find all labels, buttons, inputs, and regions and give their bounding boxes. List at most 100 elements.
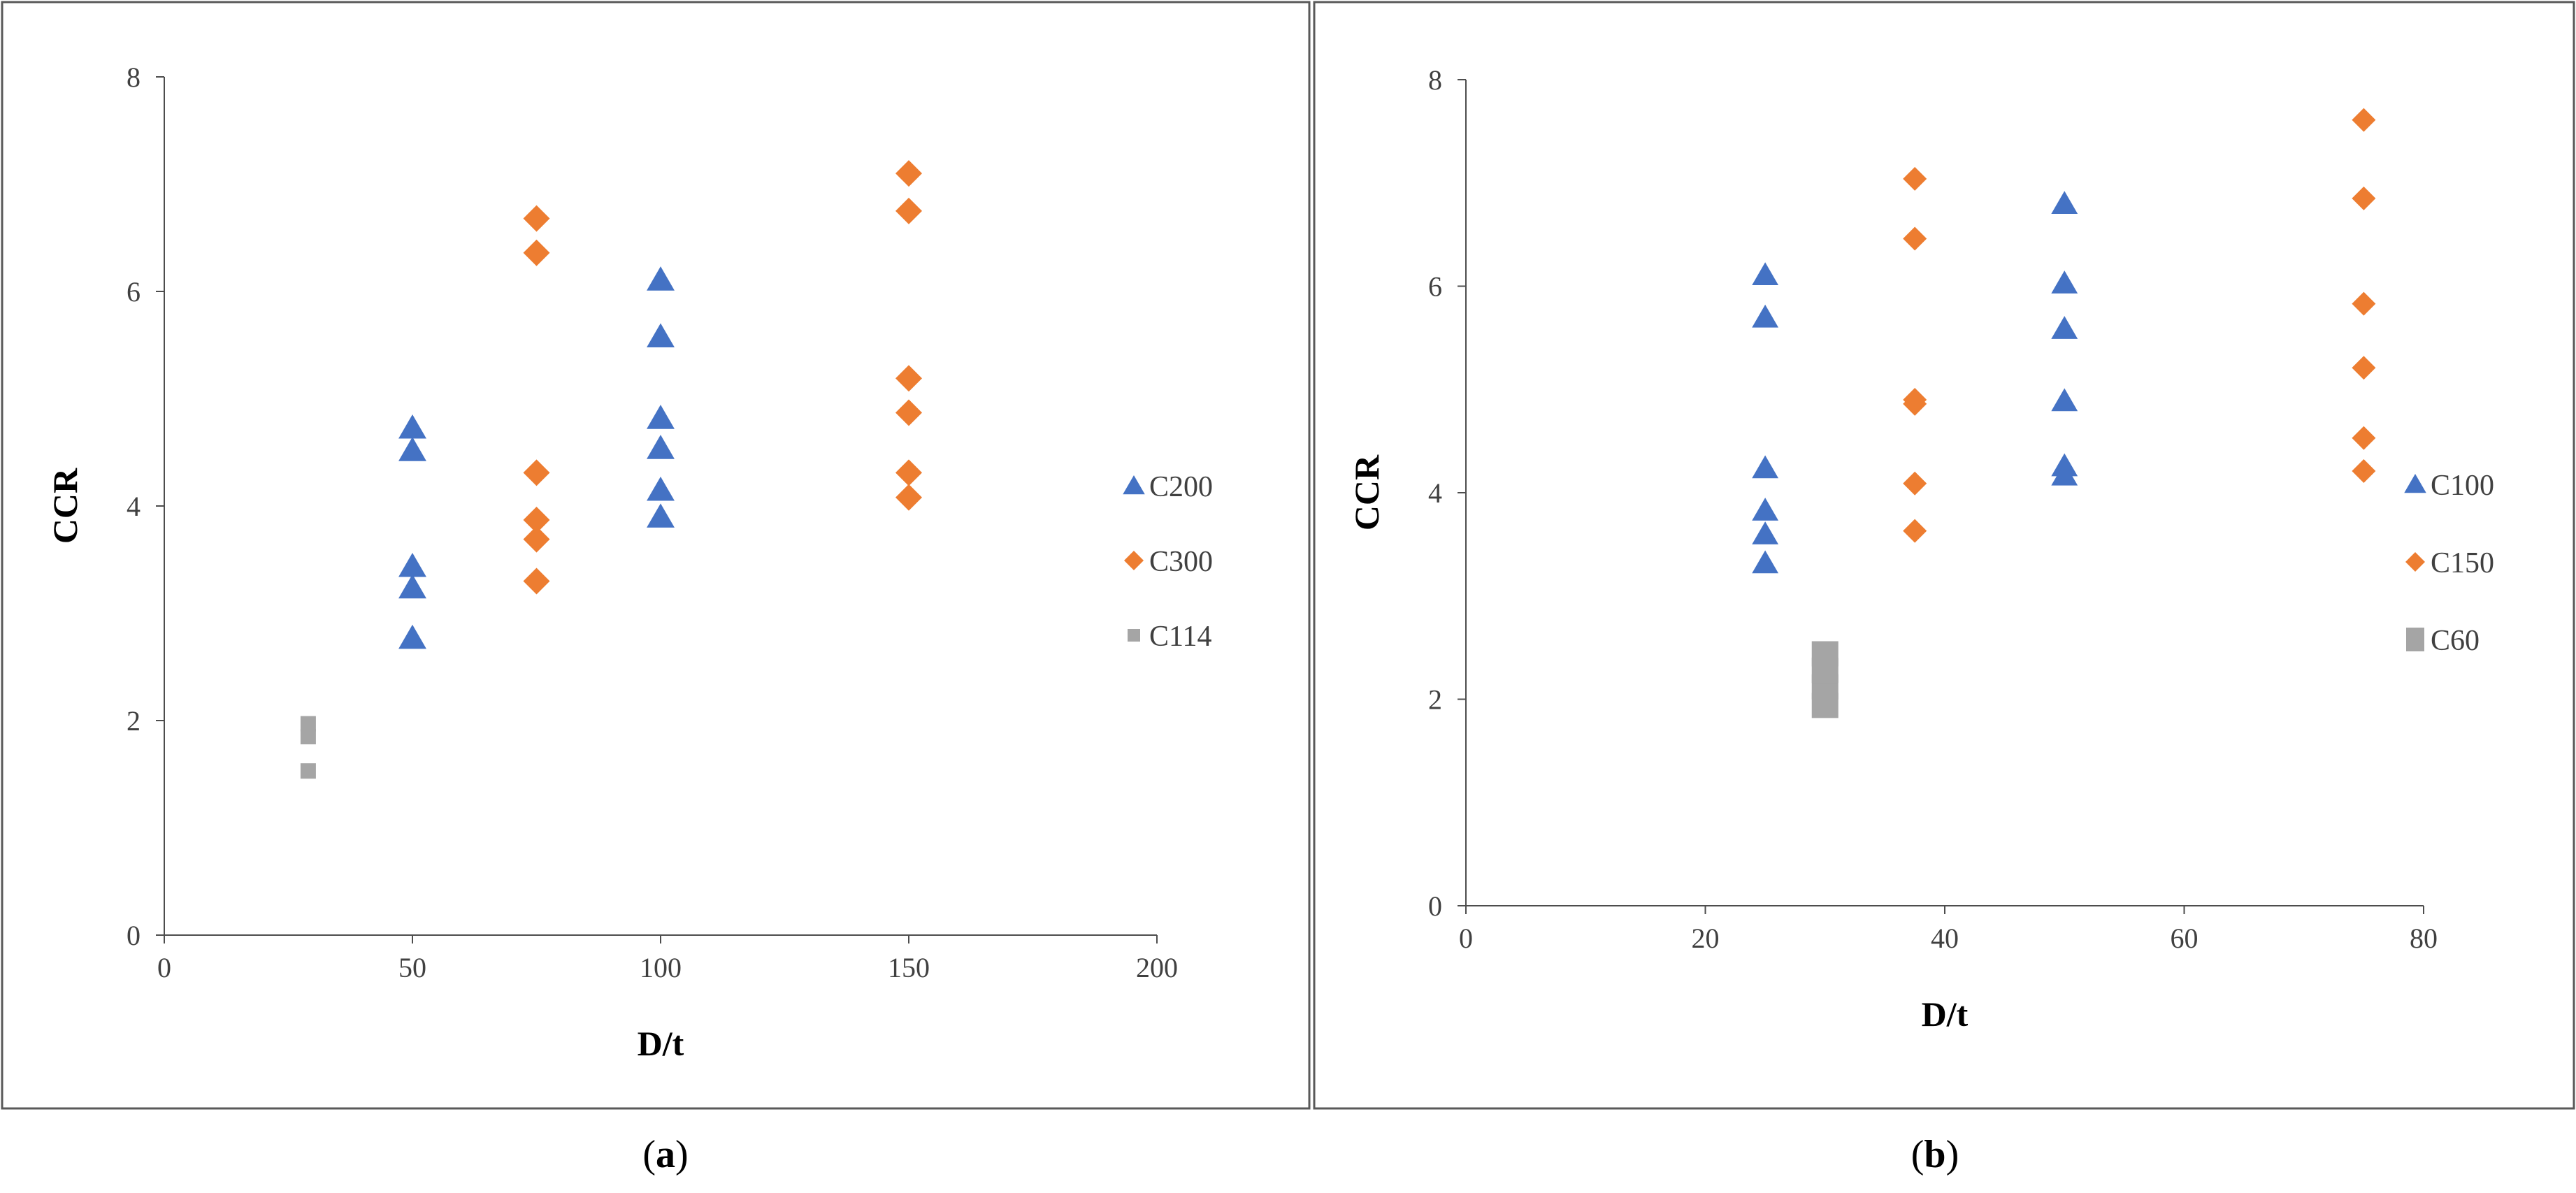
y-tick-label: 4: [1428, 477, 1442, 509]
x-axis-title: D/t: [1922, 995, 1969, 1034]
data-point-C200: [647, 435, 675, 459]
data-point-C300: [523, 459, 550, 486]
data-point-C300: [895, 160, 922, 187]
data-point-C100: [2051, 191, 2078, 215]
y-tick-label: 8: [127, 62, 141, 93]
panel-b-caption: (b): [1911, 1133, 1959, 1176]
x-tick-label: 80: [2410, 923, 2438, 954]
y-tick-label: 8: [1428, 64, 1442, 96]
data-point-C100: [1752, 498, 1779, 521]
series-C300: [523, 160, 922, 595]
x-axis-title: D/t: [638, 1024, 684, 1063]
data-point-C200: [398, 552, 426, 577]
y-tick-label: 2: [127, 705, 141, 737]
x-tick-label: 20: [1692, 923, 1720, 954]
panel-a-caption: (a): [642, 1133, 688, 1176]
y-tick-label: 0: [127, 920, 141, 951]
series-C150: [1903, 108, 2376, 543]
data-point-C100: [2051, 388, 2078, 412]
x-tick-label: 0: [1459, 923, 1473, 954]
legend-marker-C114: [1128, 629, 1140, 642]
y-tick-label: 2: [1428, 684, 1442, 716]
legend-marker-C200: [1123, 475, 1145, 495]
data-point-C150: [2352, 291, 2376, 316]
panel-a-plot: 0 50 100 150 200 0 2 4 6 8 D/t CCR C200 C300 C114: [45, 62, 1213, 1063]
data-point-C150: [2352, 458, 2376, 483]
data-point-C100: [2051, 270, 2078, 294]
panel-b-frame: [1313, 1, 2575, 1110]
data-point-C150: [1903, 519, 1927, 543]
legend: C100 C150 C60: [2404, 470, 2494, 657]
data-point-C150: [1903, 471, 1927, 496]
data-point-C300: [895, 459, 922, 486]
y-tick-label: 6: [1428, 271, 1442, 303]
data-point-C200: [647, 503, 675, 528]
data-point-C150: [2352, 186, 2376, 210]
data-point-C300: [523, 506, 550, 533]
panel-a: 0 50 100 150 200 0 2 4 6 8 D/t CCR C200 C300 C114 (a): [1, 1, 1311, 1176]
series-C100: [1752, 191, 2078, 574]
data-point-C300: [523, 205, 550, 232]
legend-label-C200: C200: [1149, 471, 1213, 503]
data-point-C100: [1752, 521, 1779, 544]
legend-label-C60: C60: [2431, 625, 2480, 657]
legend-marker-C60: [2406, 628, 2424, 651]
data-point-C100: [1752, 262, 1779, 286]
data-point-C200: [398, 574, 426, 599]
series-C114: [300, 716, 316, 779]
data-point-C200: [398, 624, 426, 649]
panel-b: 0 20 40 60 80 0 2 4 6 8 D/t CCR C100 C150 C60 (b): [1313, 1, 2575, 1176]
panel-a-frame: [1, 1, 1311, 1110]
data-point-C150: [2352, 108, 2376, 132]
data-point-C300: [895, 399, 922, 426]
data-point-C200: [647, 405, 675, 429]
data-point-C300: [523, 526, 550, 553]
data-point-C60: [1811, 641, 1839, 667]
data-point-C150: [2352, 356, 2376, 380]
series-C60: [1811, 641, 1839, 718]
legend: C200 C300 C114: [1123, 471, 1213, 653]
legend-marker-C100: [2404, 474, 2426, 493]
data-point-C114: [300, 763, 316, 779]
y-tick-label: 0: [1428, 890, 1442, 922]
data-point-C300: [895, 484, 922, 511]
panel-b-plot: 0 20 40 60 80 0 2 4 6 8 D/t CCR C100 C150 C60: [1347, 64, 2494, 1034]
data-point-C300: [523, 239, 550, 266]
data-point-C100: [2051, 316, 2078, 339]
x-tick-label: 200: [1136, 952, 1178, 983]
data-point-C150: [2352, 426, 2376, 450]
data-point-C200: [647, 476, 675, 501]
x-tick-label: 50: [398, 952, 426, 983]
legend-label-C150: C150: [2431, 547, 2494, 579]
x-tick-label: 0: [157, 952, 171, 983]
data-point-C100: [2051, 453, 2078, 477]
y-axis-title: CCR: [45, 468, 85, 544]
legend-label-C114: C114: [1149, 621, 1211, 653]
data-point-C100: [1752, 455, 1779, 479]
data-point-C300: [523, 567, 550, 595]
data-point-C200: [647, 323, 675, 348]
data-point-C150: [1903, 226, 1927, 251]
data-point-C100: [1752, 304, 1779, 328]
data-point-C150: [1903, 388, 1927, 412]
legend-marker-C300: [1124, 551, 1144, 570]
y-tick-label: 6: [127, 276, 141, 308]
data-point-C200: [398, 414, 426, 439]
x-tick-label: 60: [2171, 923, 2199, 954]
y-tick-label: 4: [127, 491, 141, 522]
data-point-C200: [398, 437, 426, 461]
x-tick-label: 100: [640, 952, 682, 983]
data-point-C200: [647, 266, 675, 291]
legend-label-C100: C100: [2431, 470, 2494, 502]
y-axis-title: CCR: [1347, 454, 1386, 530]
data-point-C114: [300, 729, 316, 745]
legend-marker-C150: [2405, 552, 2425, 572]
x-tick-label: 150: [888, 952, 930, 983]
data-point-C300: [895, 197, 922, 224]
data-point-C114: [300, 716, 316, 732]
data-point-C150: [1903, 166, 1927, 191]
legend-label-C300: C300: [1149, 546, 1213, 578]
x-tick-label: 40: [1931, 923, 1959, 954]
data-point-C100: [1752, 550, 1779, 574]
